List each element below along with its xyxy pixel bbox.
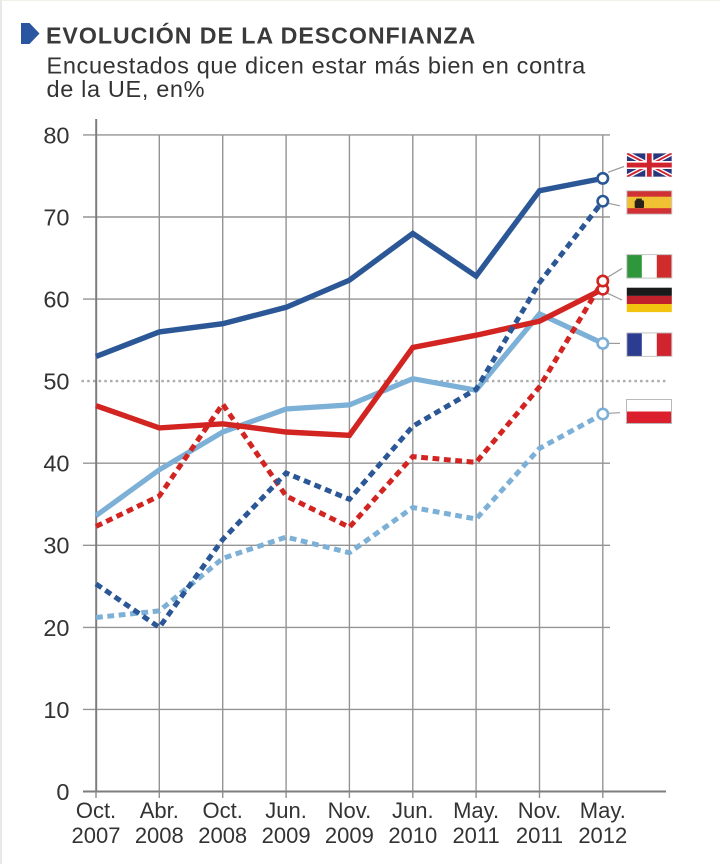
svg-text:0: 0 <box>56 779 69 805</box>
svg-text:70: 70 <box>43 204 69 230</box>
svg-text:Encuestados que dicen estar má: Encuestados que dicen estar más bien en … <box>47 53 587 79</box>
svg-text:2007: 2007 <box>72 823 121 848</box>
svg-text:EVOLUCIÓN DE LA DESCONFIANZA: EVOLUCIÓN DE LA DESCONFIANZA <box>46 22 476 49</box>
svg-text:50: 50 <box>43 369 69 395</box>
svg-text:30: 30 <box>43 533 69 559</box>
svg-text:2010: 2010 <box>388 823 437 848</box>
svg-text:20: 20 <box>43 615 69 641</box>
svg-text:2011: 2011 <box>452 823 499 848</box>
svg-text:2012: 2012 <box>578 823 627 848</box>
svg-text:May.: May. <box>453 798 499 823</box>
svg-text:2008: 2008 <box>135 823 184 848</box>
svg-text:Oct.: Oct. <box>203 798 243 823</box>
svg-text:Abr.: Abr. <box>140 798 179 823</box>
svg-text:2008: 2008 <box>198 823 247 848</box>
svg-text:Jun.: Jun. <box>265 798 307 823</box>
svg-text:Nov.: Nov. <box>518 798 562 823</box>
svg-text:May.: May. <box>580 798 626 823</box>
svg-text:2009: 2009 <box>325 823 374 848</box>
svg-text:Jun.: Jun. <box>392 798 434 823</box>
svg-text:60: 60 <box>43 287 69 313</box>
svg-text:2009: 2009 <box>262 823 311 848</box>
svg-text:de la UE, en%: de la UE, en% <box>47 76 206 102</box>
svg-text:10: 10 <box>43 697 69 723</box>
svg-text:40: 40 <box>43 451 69 477</box>
svg-text:80: 80 <box>43 122 69 148</box>
svg-text:Nov.: Nov. <box>328 798 372 823</box>
svg-text:Oct.: Oct. <box>76 798 116 823</box>
svg-text:2011: 2011 <box>516 823 563 848</box>
